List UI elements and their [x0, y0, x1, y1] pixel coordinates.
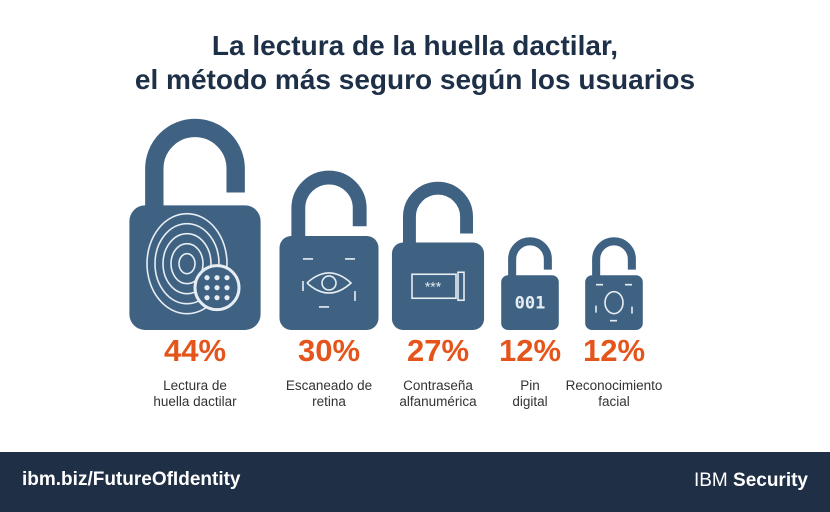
iris	[321, 275, 337, 291]
locks: *** 001	[129, 118, 643, 330]
eye	[306, 272, 353, 294]
lock-icon: ***	[411, 271, 465, 302]
lock-shackle	[403, 181, 473, 245]
lock-shackle	[508, 237, 552, 278]
title-line: La lectura de la huella dactilar,	[211, 30, 619, 61]
lock-body	[391, 242, 485, 330]
keypad-dot	[204, 295, 210, 301]
category-label: Pin	[520, 378, 540, 393]
face-frame	[595, 283, 633, 322]
title-line: el método más seguro según los usuarios	[134, 64, 696, 95]
lock-body	[501, 275, 559, 330]
lock-icon	[302, 258, 356, 308]
keypad-dot	[204, 285, 210, 291]
category-label: retina	[312, 394, 346, 409]
lock-shackle	[291, 170, 367, 238]
category-label: Escaneado de	[285, 378, 373, 393]
lock-icon	[595, 283, 633, 322]
lock-icon	[146, 212, 241, 315]
pin-code: 001	[515, 294, 546, 314]
lock-shackle	[592, 237, 636, 278]
value-label: 30%	[297, 333, 361, 368]
keypad-dot	[214, 285, 220, 291]
category-label: huella dactilar	[153, 394, 237, 409]
category-label: Lectura de	[163, 378, 227, 393]
category-label: Reconocimiento	[565, 378, 663, 393]
category-label: facial	[598, 394, 630, 409]
keypad-dot	[224, 295, 230, 301]
keypad-dot	[214, 275, 220, 281]
category-label: alfanumérica	[399, 394, 477, 409]
brand-ibm: IBM	[693, 470, 728, 491]
stars: ***	[425, 278, 442, 294]
value-label: 12%	[498, 333, 562, 368]
brand: IBM Security	[694, 470, 808, 492]
fingerprint-ridge	[162, 232, 212, 295]
footer: ibm.biz/FutureOfIdentity IBM Security	[0, 452, 830, 512]
brand-security: Security	[733, 470, 808, 491]
footer-url[interactable]: ibm.biz/FutureOfIdentity	[22, 469, 241, 490]
face	[604, 290, 624, 315]
keypad-dot	[224, 275, 230, 281]
keypad-dot	[224, 285, 230, 291]
lock-body	[585, 275, 643, 330]
field	[411, 273, 457, 300]
cursor	[457, 271, 465, 302]
lock-shackle	[145, 118, 245, 208]
lock-body	[279, 235, 379, 330]
lock-icon: 001	[515, 294, 546, 314]
category-label: Contraseña	[403, 378, 473, 393]
fingerprint-ridge	[178, 252, 196, 275]
value-label: 27%	[406, 333, 470, 368]
scan-frame	[302, 258, 356, 308]
keypad-dot	[204, 275, 210, 281]
value-label: 12%	[582, 333, 646, 368]
value-label: 44%	[163, 333, 227, 368]
fingerprint-ridge	[146, 212, 228, 315]
keypad-dot	[214, 295, 220, 301]
category-label: digital	[512, 394, 548, 409]
fingerprint-ridge	[170, 242, 204, 285]
fingerprint-ridge	[154, 222, 220, 305]
